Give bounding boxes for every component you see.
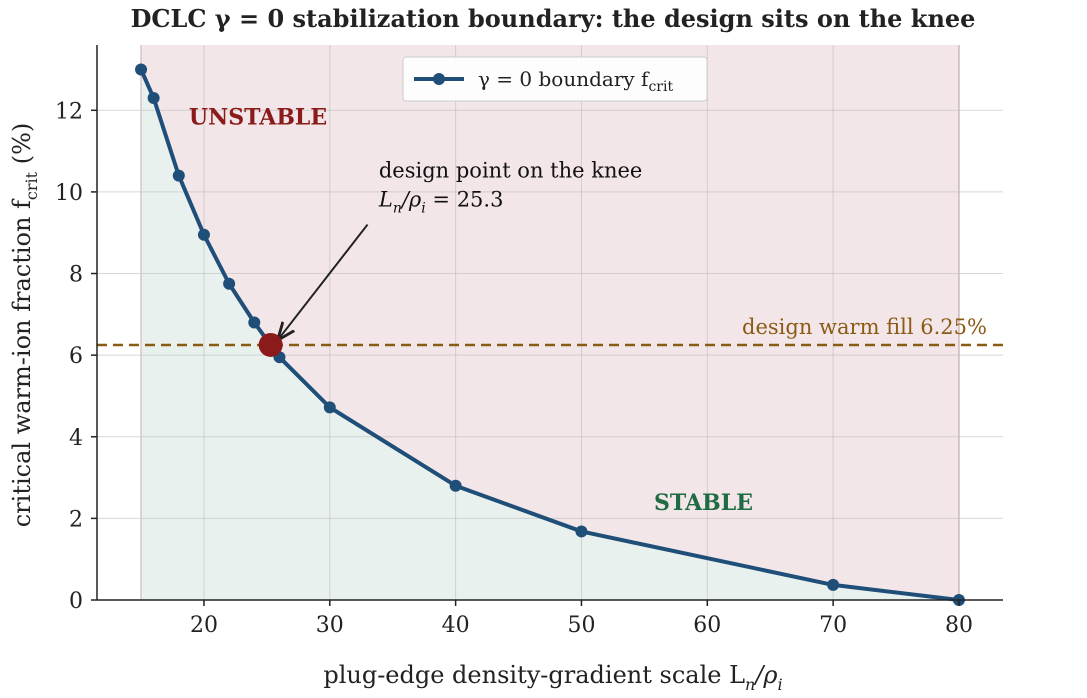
legend-label: γ = 0 boundary fcrit — [478, 67, 673, 95]
x-tick-label: 20 — [190, 613, 218, 638]
chart-title: DCLC γ = 0 stabilization boundary: the d… — [131, 4, 976, 33]
y-tick-label: 6 — [69, 344, 83, 369]
legend-label-main: γ = 0 boundary f — [478, 67, 650, 91]
y-tick-label: 12 — [55, 99, 83, 124]
x-tick-label: 40 — [442, 613, 470, 638]
y-tick-label: 4 — [69, 426, 83, 451]
axes: 20 30 40 50 60 70 80 0 2 4 6 8 10 12 — [55, 45, 1003, 638]
design-point-sublabel: Ln/ρi = 25.3 — [378, 188, 504, 217]
series-point — [248, 316, 261, 329]
x-tick-label: 60 — [693, 613, 721, 638]
design-sublabel-mid: /ρ — [400, 188, 422, 212]
series-point — [172, 169, 185, 182]
design-point-label: design point on the knee — [379, 159, 642, 183]
unstable-region — [141, 45, 959, 600]
stable-label: STABLE — [654, 490, 753, 516]
x-tick-label: 30 — [316, 613, 344, 638]
design-point-marker — [258, 332, 283, 357]
design-sublabel-l: L — [378, 188, 393, 212]
series-point — [449, 479, 462, 492]
y-axis-label-tail: (%) — [8, 123, 36, 172]
design-sublabel-sub1: n — [393, 201, 402, 217]
x-axis-label-main: plug-edge density-gradient scale L — [323, 661, 745, 689]
y-tick-label: 2 — [69, 507, 83, 532]
x-tick-label: 80 — [945, 613, 973, 638]
plot-area — [97, 45, 1003, 601]
series-point — [323, 401, 336, 414]
y-ticks: 0 2 4 6 8 10 12 — [55, 99, 97, 614]
y-axis-label: critical warm-ion fraction fcrit (%) — [8, 123, 41, 528]
legend-box — [402, 56, 708, 102]
stable-region — [141, 69, 959, 600]
x-axis-label: plug-edge density-gradient scale Ln/ρi — [323, 661, 782, 694]
x-ticks: 20 30 40 50 60 70 80 — [190, 600, 973, 638]
design-sublabel-sub2: i — [421, 201, 425, 217]
x-axis-label-tail-sub: i — [778, 675, 783, 694]
unstable-label: UNSTABLE — [189, 105, 327, 131]
series-point — [147, 92, 160, 105]
reference-line-label: design warm fill 6.25% — [742, 315, 987, 339]
x-tick-label: 70 — [819, 613, 847, 638]
series-point — [135, 63, 148, 76]
series-point — [827, 578, 840, 591]
series-point — [575, 525, 588, 538]
y-tick-label: 0 — [69, 589, 83, 614]
legend-label-sub: crit — [648, 79, 673, 95]
series-point — [197, 228, 210, 241]
y-tick-label: 10 — [55, 181, 83, 206]
y-axis-label-main: critical warm-ion fraction f — [8, 198, 36, 527]
annotation-arrow — [279, 223, 369, 339]
x-axis-label-sub: n — [745, 675, 755, 694]
x-axis-label-tail: /ρ — [753, 661, 777, 689]
series-point — [223, 277, 236, 290]
y-tick-label: 8 — [69, 263, 83, 288]
legend: γ = 0 boundary fcrit — [402, 56, 708, 102]
y-axis-label-sub: crit — [22, 171, 41, 200]
x-tick-label: 50 — [567, 613, 595, 638]
legend-marker-swatch — [433, 73, 445, 85]
design-sublabel-value: = 25.3 — [426, 188, 504, 212]
